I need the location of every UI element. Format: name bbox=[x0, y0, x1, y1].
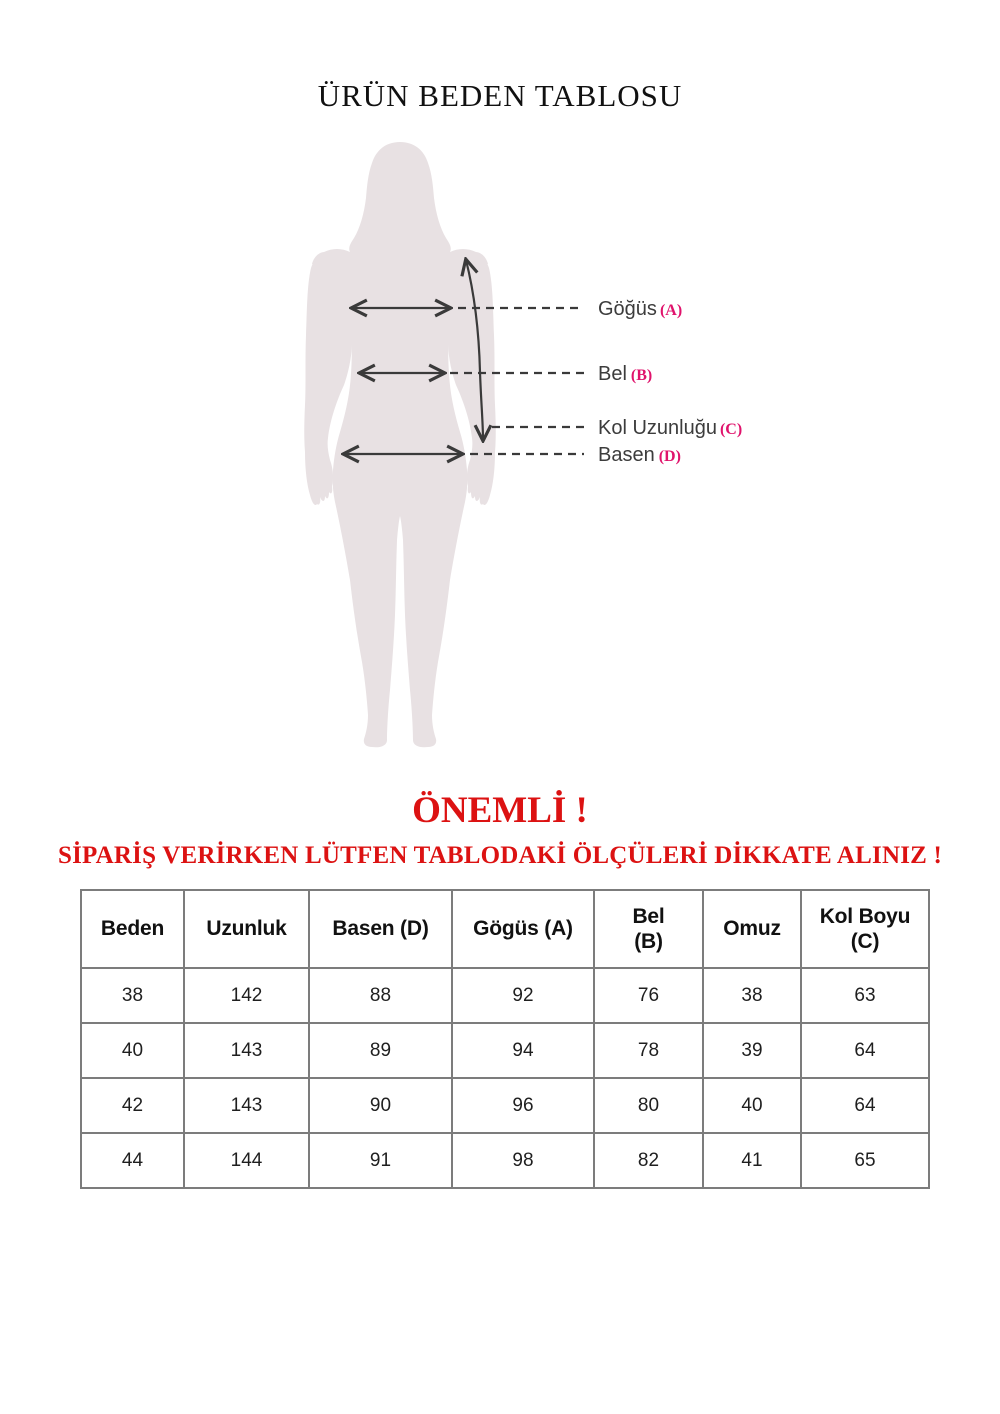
col-header-kol-boyu: Kol Boyu (C) bbox=[800, 889, 930, 969]
col-header-omuz: Omuz bbox=[702, 889, 802, 969]
cell-gogus: 92 bbox=[451, 967, 595, 1024]
chest-label-letter: (A) bbox=[660, 302, 682, 319]
hip-label-letter: (D) bbox=[659, 448, 681, 465]
cell-omuz: 40 bbox=[702, 1077, 802, 1134]
waist-label-letter: (B) bbox=[631, 367, 652, 384]
arm-length-arrow bbox=[466, 260, 483, 440]
arm-length-label: Kol Uzunluğu (C) bbox=[598, 417, 742, 439]
silhouette-torso bbox=[312, 142, 488, 748]
col-header-gogus: Gögüs (A) bbox=[451, 889, 595, 969]
cell-basen: 90 bbox=[308, 1077, 453, 1134]
chest-label: Göğüs (A) bbox=[598, 298, 682, 320]
waist-label: Bel (B) bbox=[598, 363, 652, 385]
hip-label-text: Basen bbox=[598, 444, 655, 466]
table-row-size-38: 38 142 88 92 76 38 63 bbox=[80, 967, 930, 1024]
cell-uzunluk: 142 bbox=[183, 967, 310, 1024]
col-header-label: Gögüs (A) bbox=[473, 917, 573, 941]
col-header-label: Kol Boyu bbox=[819, 904, 911, 928]
cell-gogus: 94 bbox=[451, 1022, 595, 1079]
cell-gogus: 98 bbox=[451, 1132, 595, 1189]
cell-kol-boyu: 65 bbox=[800, 1132, 930, 1189]
cell-omuz: 41 bbox=[702, 1132, 802, 1189]
cell-kol-boyu: 64 bbox=[800, 1077, 930, 1134]
col-header-bel: Bel (B) bbox=[593, 889, 704, 969]
cell-basen: 88 bbox=[308, 967, 453, 1024]
cell-omuz: 38 bbox=[702, 967, 802, 1024]
cell-beden: 44 bbox=[80, 1132, 185, 1189]
col-header-label: Beden bbox=[100, 917, 165, 941]
page-title: ÜRÜN BEDEN TABLOSU bbox=[317, 78, 683, 113]
cell-kol-boyu: 64 bbox=[800, 1022, 930, 1079]
cell-beden: 42 bbox=[80, 1077, 185, 1134]
table-row-size-44: 44 144 91 98 82 41 65 bbox=[80, 1132, 930, 1189]
col-header-label-line2: (B) bbox=[634, 930, 663, 953]
cell-bel: 78 bbox=[593, 1022, 704, 1079]
cell-omuz: 39 bbox=[702, 1022, 802, 1079]
cell-basen: 89 bbox=[308, 1022, 453, 1079]
col-header-beden: Beden bbox=[80, 889, 185, 969]
table-row-size-40: 40 143 89 94 78 39 64 bbox=[80, 1022, 930, 1079]
cell-basen: 91 bbox=[308, 1132, 453, 1189]
cell-kol-boyu: 63 bbox=[800, 967, 930, 1024]
hip-label: Basen (D) bbox=[598, 444, 681, 466]
warning-title: ÖNEMLİ ! bbox=[412, 790, 588, 831]
col-header-label: Uzunluk bbox=[206, 917, 287, 941]
cell-beden: 38 bbox=[80, 967, 185, 1024]
waist-label-text: Bel bbox=[598, 363, 627, 385]
body-silhouette-figure bbox=[304, 142, 496, 748]
chest-label-text: Göğüs bbox=[598, 298, 657, 320]
cell-bel: 82 bbox=[593, 1132, 704, 1189]
size-table: Beden Uzunluk Basen (D) Gögüs (A) Bel (B)… bbox=[80, 889, 930, 1189]
col-header-label: Omuz bbox=[723, 917, 781, 941]
warning-subtitle: SİPARİŞ VERİRKEN LÜTFEN TABLODAKİ ÖLÇÜLE… bbox=[58, 842, 942, 869]
cell-uzunluk: 144 bbox=[183, 1132, 310, 1189]
cell-bel: 76 bbox=[593, 967, 704, 1024]
col-header-label: Basen (D) bbox=[332, 917, 429, 941]
cell-gogus: 96 bbox=[451, 1077, 595, 1134]
size-table-header-row: Beden Uzunluk Basen (D) Gögüs (A) Bel (B)… bbox=[80, 889, 930, 969]
cell-uzunluk: 143 bbox=[183, 1022, 310, 1079]
cell-uzunluk: 143 bbox=[183, 1077, 310, 1134]
cell-beden: 40 bbox=[80, 1022, 185, 1079]
arm-length-label-letter: (C) bbox=[720, 421, 742, 438]
measurement-diagram: Göğüs (A) Bel (B) Kol Uzunluğu (C) Basen (D) bbox=[304, 142, 742, 748]
col-header-basen: Basen (D) bbox=[308, 889, 453, 969]
cell-bel: 80 bbox=[593, 1077, 704, 1134]
arm-length-label-text: Kol Uzunluğu bbox=[598, 417, 717, 439]
table-row-size-42: 42 143 90 96 80 40 64 bbox=[80, 1077, 930, 1134]
col-header-uzunluk: Uzunluk bbox=[183, 889, 310, 969]
col-header-label-line2: (C) bbox=[850, 930, 880, 953]
col-header-label: Bel bbox=[632, 904, 665, 928]
silhouette-left-arm bbox=[304, 252, 353, 505]
